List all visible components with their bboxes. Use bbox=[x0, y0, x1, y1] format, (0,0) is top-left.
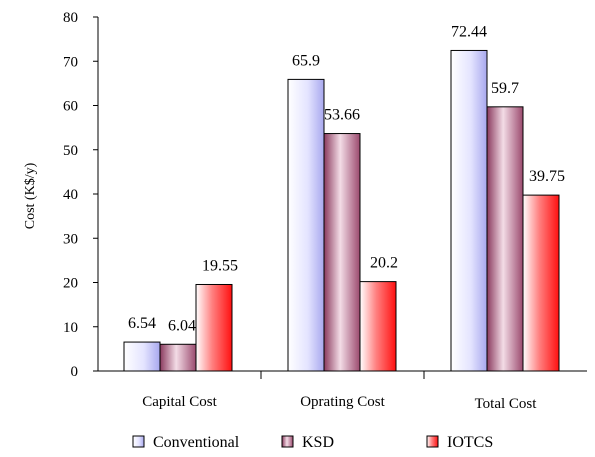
data-label: 65.9 bbox=[292, 52, 320, 69]
data-label: 6.04 bbox=[168, 317, 196, 334]
y-tick-label: 50 bbox=[63, 143, 78, 159]
data-label: 6.54 bbox=[128, 315, 156, 332]
legend-swatch-ksd bbox=[281, 435, 294, 448]
x-category-label: Oprating Cost bbox=[300, 394, 385, 410]
bar-ksd-1 bbox=[323, 133, 361, 372]
data-label: 19.55 bbox=[202, 257, 238, 274]
bar-iotcs-2 bbox=[522, 194, 560, 372]
bar-conventional-2 bbox=[450, 49, 488, 372]
legend-label-ksd: KSD bbox=[302, 434, 334, 451]
legend-swatch-conventional bbox=[132, 435, 145, 448]
bar-conventional-0 bbox=[123, 341, 161, 372]
data-label: 72.44 bbox=[451, 23, 487, 40]
legend-swatch-iotcs bbox=[426, 435, 439, 448]
x-category-label: Total Cost bbox=[475, 396, 538, 412]
data-label: 59.7 bbox=[491, 80, 519, 97]
data-label: 53.66 bbox=[324, 107, 360, 124]
bar-ksd-0 bbox=[159, 343, 197, 372]
legend-label-iotcs: IOTCS bbox=[447, 434, 493, 451]
y-tick-label: 30 bbox=[63, 231, 78, 247]
legend-label-conventional: Conventional bbox=[153, 434, 240, 451]
y-tick-label: 70 bbox=[63, 54, 78, 70]
bar-conventional-1 bbox=[287, 78, 325, 372]
y-tick-label: 20 bbox=[63, 276, 78, 292]
legend: Conventional KSD IOTCS bbox=[132, 434, 493, 451]
plot-area: 0 10 20 30 40 50 60 70 80 6.54 6.04 19.55 Capital Co… bbox=[63, 10, 587, 412]
y-tick-label: 10 bbox=[63, 320, 78, 336]
data-label: 39.75 bbox=[529, 168, 565, 185]
bar-iotcs-1 bbox=[359, 281, 397, 372]
y-tick-label: 40 bbox=[63, 187, 78, 203]
y-axis-title: Cost (K$/y) bbox=[23, 162, 38, 229]
data-label: 20.2 bbox=[370, 255, 398, 272]
y-tick-label: 60 bbox=[63, 99, 78, 115]
y-tick-label: 80 bbox=[63, 10, 78, 26]
bar-iotcs-0 bbox=[195, 283, 233, 372]
bar-ksd-2 bbox=[486, 106, 524, 372]
x-category-label: Capital Cost bbox=[142, 394, 217, 410]
y-tick-label: 0 bbox=[71, 364, 79, 380]
